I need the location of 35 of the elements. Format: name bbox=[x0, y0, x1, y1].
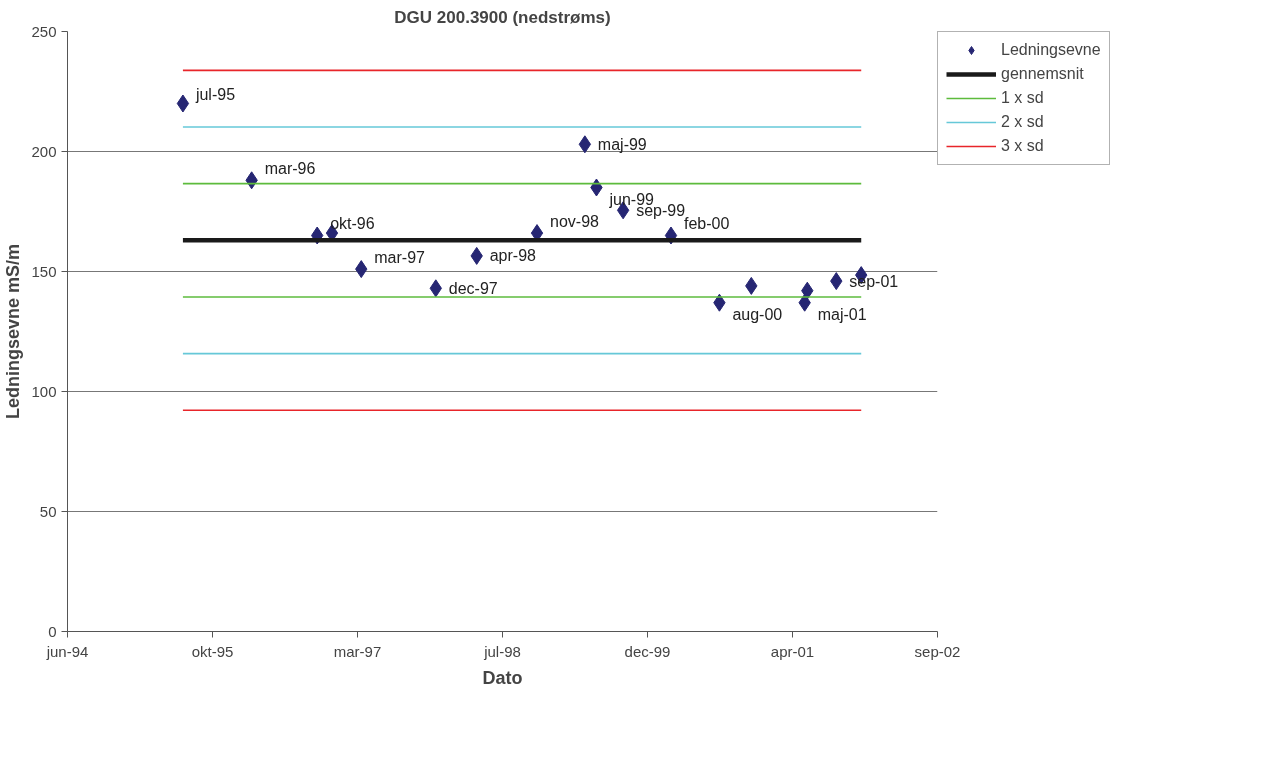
data-label: dec-97 bbox=[448, 279, 498, 297]
data-label: feb-00 bbox=[683, 215, 730, 232]
x-tick-label: sep-02 bbox=[914, 642, 961, 660]
y-axis-title: Ledningsevne mS/m bbox=[3, 243, 24, 420]
point bbox=[578, 135, 592, 154]
data-label: apr-98 bbox=[489, 247, 537, 265]
data-label: maj-99 bbox=[597, 135, 647, 153]
data-label: jul-95 bbox=[194, 86, 236, 103]
x-tick-label: okt-95 bbox=[191, 642, 234, 660]
data-label: maj-01 bbox=[817, 306, 867, 324]
x-tick-label: jul-98 bbox=[483, 642, 521, 660]
legend-label: 3 x sd bbox=[1001, 137, 1044, 155]
y-tick-label: 50 bbox=[39, 502, 57, 520]
x-tick-label: jun-94 bbox=[45, 642, 89, 660]
data-label: mar-96 bbox=[264, 159, 316, 177]
y-tick-label: 200 bbox=[31, 142, 57, 160]
x-tick-label: apr-01 bbox=[770, 642, 815, 660]
y-tick-label: 100 bbox=[31, 382, 57, 400]
data-label: aug-00 bbox=[732, 306, 783, 324]
y-tick-label: 150 bbox=[31, 262, 57, 280]
legend-label: 1 x sd bbox=[1001, 89, 1044, 107]
legend-label: Ledningsevne bbox=[1001, 41, 1101, 59]
x-tick-label: dec-99 bbox=[624, 642, 671, 660]
y-tick-label: 250 bbox=[31, 22, 57, 40]
x-tick-label: mar-97 bbox=[333, 642, 382, 660]
legend-label: gennemsnit bbox=[1001, 65, 1084, 83]
chart-title: DGU 200.3900 (nedstrøms) bbox=[394, 7, 611, 27]
point bbox=[176, 94, 190, 113]
data-label: nov-98 bbox=[550, 212, 600, 230]
x-axis-title: Dato bbox=[482, 667, 523, 688]
data-label: okt-96 bbox=[330, 215, 375, 232]
data-label: mar-97 bbox=[374, 248, 426, 266]
y-tick-label: 0 bbox=[48, 622, 57, 640]
legend-label: 2 x sd bbox=[1001, 113, 1044, 131]
data-label: sep-01 bbox=[849, 272, 899, 290]
